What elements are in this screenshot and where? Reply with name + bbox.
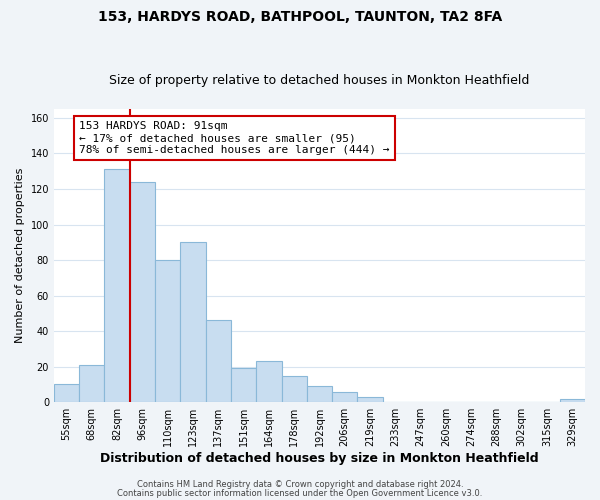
Bar bbox=[231, 368, 256, 402]
Text: Contains HM Land Registry data © Crown copyright and database right 2024.: Contains HM Land Registry data © Crown c… bbox=[137, 480, 463, 489]
Text: 153 HARDYS ROAD: 91sqm
← 17% of detached houses are smaller (95)
78% of semi-det: 153 HARDYS ROAD: 91sqm ← 17% of detached… bbox=[79, 122, 390, 154]
Text: 153, HARDYS ROAD, BATHPOOL, TAUNTON, TA2 8FA: 153, HARDYS ROAD, BATHPOOL, TAUNTON, TA2… bbox=[98, 10, 502, 24]
Bar bbox=[130, 182, 155, 402]
Bar bbox=[181, 242, 206, 402]
Bar bbox=[358, 397, 383, 402]
Bar bbox=[104, 170, 130, 402]
Title: Size of property relative to detached houses in Monkton Heathfield: Size of property relative to detached ho… bbox=[109, 74, 530, 87]
X-axis label: Distribution of detached houses by size in Monkton Heathfield: Distribution of detached houses by size … bbox=[100, 452, 539, 465]
Bar bbox=[307, 386, 332, 402]
Bar bbox=[155, 260, 181, 402]
Y-axis label: Number of detached properties: Number of detached properties bbox=[15, 168, 25, 344]
Bar bbox=[79, 365, 104, 402]
Bar bbox=[281, 376, 307, 402]
Text: Contains public sector information licensed under the Open Government Licence v3: Contains public sector information licen… bbox=[118, 488, 482, 498]
Bar bbox=[560, 398, 585, 402]
Bar bbox=[332, 392, 358, 402]
Bar bbox=[206, 320, 231, 402]
Bar bbox=[54, 384, 79, 402]
Bar bbox=[256, 362, 281, 402]
